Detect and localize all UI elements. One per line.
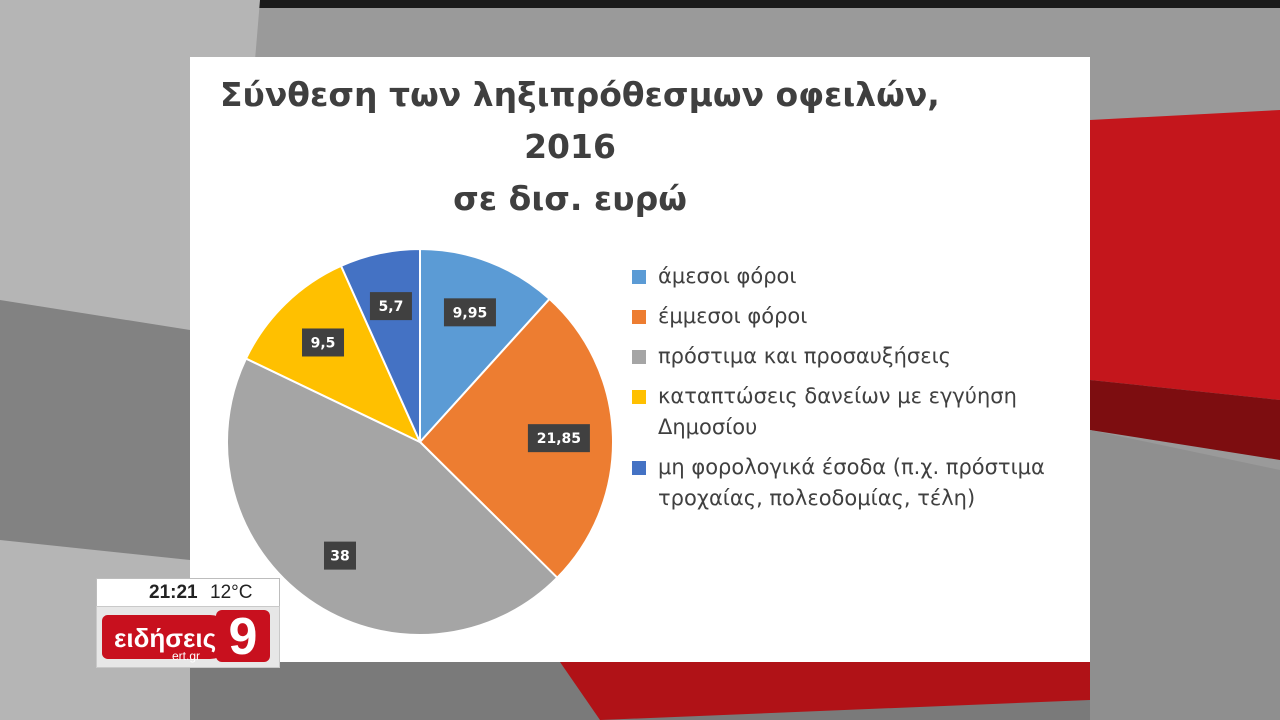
data-label-box: [443, 298, 496, 327]
data-label-text: 5,7: [379, 299, 404, 315]
legend-swatch: [632, 350, 646, 364]
chart-panel: Σύνθεση των ληξιπρόθεσμων οφειλών, 2016 …: [190, 57, 1090, 662]
clock-time: 21:21: [149, 582, 198, 603]
data-label-text: 9,5: [311, 335, 336, 351]
data-label-text: 38: [330, 549, 349, 565]
data-label-box: [323, 541, 356, 570]
data-label-loan-guarantees: 9,5: [302, 328, 345, 357]
chart-title-line-3: σε δισ. ευρώ: [453, 179, 687, 218]
chart-legend: άμεσοι φόροι έμμεσοι φόροι πρόστιμα και …: [632, 261, 1082, 523]
chart-title: Σύνθεση των ληξιπρόθεσμων οφειλών, 2016 …: [220, 69, 940, 225]
clock-bar: 21:21 12°C: [96, 578, 280, 607]
data-label-direct-taxes: 9,95: [443, 298, 496, 327]
pie-chart: 9,95 21,85 38 9,5 5,7: [226, 247, 614, 636]
channel-name: ειδήσεις: [114, 623, 217, 653]
data-label-box: [302, 328, 345, 357]
chart-title-line-1: Σύνθεση των ληξιπρόθεσμων οφειλών,: [220, 75, 940, 114]
legend-label: πρόστιμα και προσαυξήσεις: [658, 344, 951, 368]
legend-label: άμεσοι φόροι: [658, 264, 797, 288]
legend-item-non-tax-revenue: μη φορολογικά έσοδα (π.χ. πρόστιμα τροχα…: [632, 452, 1082, 514]
channel-site: ert.gr: [172, 649, 201, 663]
legend-label: μη φορολογικά έσοδα (π.χ. πρόστιμα τροχα…: [658, 455, 1045, 510]
data-label-box: [369, 292, 412, 321]
data-label-box: [527, 424, 590, 453]
legend-swatch: [632, 270, 646, 284]
logo-badge: ειδήσεις ert.gr: [102, 615, 232, 663]
pie-slice-fines: [226, 357, 559, 636]
legend-item-fines: πρόστιμα και προσαυξήσεις: [632, 341, 1082, 372]
data-label-text: 9,95: [453, 305, 488, 321]
data-label-non-tax-revenue: 5,7: [369, 292, 412, 321]
legend-item-indirect-taxes: έμμεσοι φόροι: [632, 301, 1082, 332]
data-label-indirect-taxes: 21,85: [527, 424, 590, 453]
pie-slice-indirect-taxes: [418, 297, 614, 580]
legend-label: έμμεσοι φόροι: [658, 304, 808, 328]
data-label-text: 21,85: [537, 431, 581, 447]
legend-item-loan-guarantees: καταπτώσεις δανείων με εγγύηση Δημοσίου: [632, 381, 1082, 443]
legend-swatch: [632, 310, 646, 324]
pie-slice-direct-taxes: [419, 247, 551, 445]
temperature: 12°C: [210, 582, 253, 603]
legend-swatch: [632, 390, 646, 404]
legend-item-direct-taxes: άμεσοι φόροι: [632, 261, 1082, 292]
chart-title-line-2: 2016: [524, 127, 616, 166]
channel-number-icon: 9: [216, 608, 270, 666]
data-label-fines: 38: [323, 541, 356, 570]
channel-number: 9: [229, 608, 258, 666]
legend-label: καταπτώσεις δανείων με εγγύηση Δημοσίου: [658, 384, 1017, 439]
legend-swatch: [632, 461, 646, 475]
